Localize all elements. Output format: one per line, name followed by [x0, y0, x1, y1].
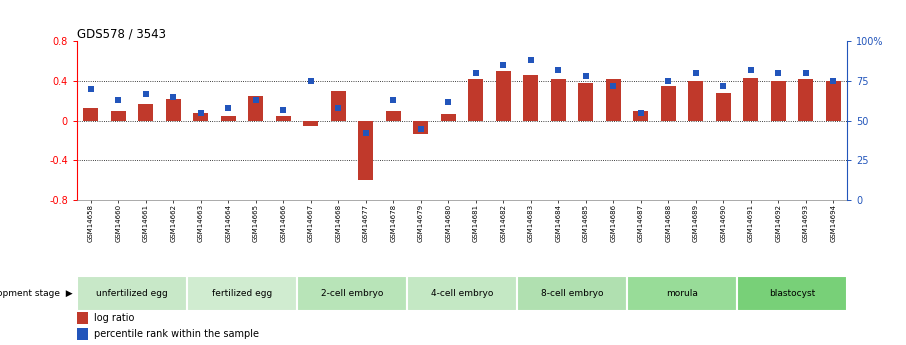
Bar: [358, 121, 373, 180]
Text: unfertilized egg: unfertilized egg: [96, 289, 168, 298]
Bar: [304, 121, 318, 126]
Bar: [743, 78, 758, 121]
Bar: [77, 276, 187, 310]
Bar: [627, 276, 737, 310]
Bar: [798, 79, 814, 121]
Bar: [716, 93, 731, 121]
Bar: [77, 328, 88, 340]
Bar: [413, 121, 429, 134]
Bar: [193, 113, 208, 121]
Bar: [578, 83, 593, 121]
Bar: [496, 71, 511, 121]
Text: blastocyst: blastocyst: [769, 289, 815, 298]
Text: GDS578 / 3543: GDS578 / 3543: [77, 27, 166, 40]
Bar: [248, 96, 264, 121]
Text: development stage  ▶: development stage ▶: [0, 289, 72, 298]
Bar: [111, 111, 126, 121]
Text: percentile rank within the sample: percentile rank within the sample: [93, 329, 258, 339]
Bar: [139, 104, 153, 121]
Text: log ratio: log ratio: [93, 313, 134, 323]
Text: 8-cell embryo: 8-cell embryo: [541, 289, 603, 298]
Bar: [297, 276, 407, 310]
Text: morula: morula: [666, 289, 698, 298]
Bar: [386, 111, 400, 121]
Bar: [187, 276, 297, 310]
Bar: [331, 91, 346, 121]
Text: fertilized egg: fertilized egg: [212, 289, 272, 298]
Bar: [660, 86, 676, 121]
Bar: [166, 99, 181, 121]
Bar: [606, 79, 621, 121]
Bar: [633, 111, 649, 121]
Bar: [468, 79, 484, 121]
Bar: [83, 108, 99, 121]
Text: 4-cell embryo: 4-cell embryo: [431, 289, 493, 298]
Bar: [524, 75, 538, 121]
Bar: [689, 81, 703, 121]
Bar: [407, 276, 517, 310]
Bar: [440, 114, 456, 121]
Bar: [275, 116, 291, 121]
Bar: [551, 79, 566, 121]
Bar: [771, 81, 786, 121]
Bar: [221, 116, 236, 121]
Bar: [77, 312, 88, 324]
Bar: [517, 276, 627, 310]
Text: 2-cell embryo: 2-cell embryo: [321, 289, 383, 298]
Bar: [825, 81, 841, 121]
Bar: [737, 276, 847, 310]
